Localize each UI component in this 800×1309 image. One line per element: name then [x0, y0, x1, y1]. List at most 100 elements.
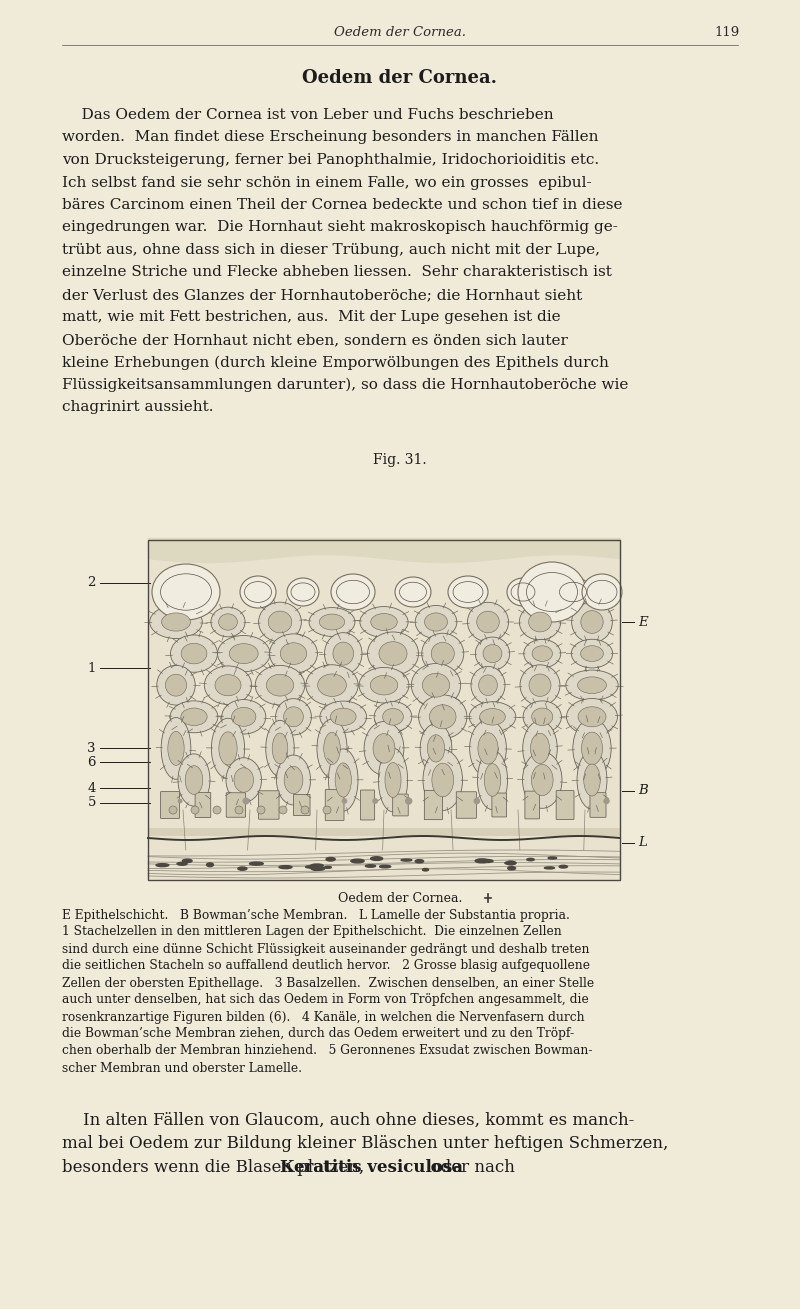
- Circle shape: [342, 798, 346, 804]
- Ellipse shape: [162, 613, 190, 631]
- Ellipse shape: [335, 763, 351, 797]
- Ellipse shape: [255, 665, 305, 706]
- Text: matt, wie mit Fett bestrichen, aus.  Mit der Lupe gesehen ist die: matt, wie mit Fett bestrichen, aus. Mit …: [62, 310, 561, 325]
- Ellipse shape: [523, 700, 562, 733]
- Circle shape: [178, 800, 182, 802]
- Circle shape: [604, 798, 609, 804]
- Ellipse shape: [508, 867, 515, 870]
- Ellipse shape: [161, 717, 191, 779]
- Ellipse shape: [222, 699, 266, 734]
- Ellipse shape: [531, 764, 553, 796]
- Text: Keratitis vesiculosa: Keratitis vesiculosa: [280, 1158, 462, 1175]
- Text: scher Membran und oberster Lamelle.: scher Membran und oberster Lamelle.: [62, 1062, 302, 1075]
- Ellipse shape: [279, 865, 292, 869]
- Ellipse shape: [571, 639, 613, 668]
- Ellipse shape: [572, 601, 612, 643]
- Ellipse shape: [469, 702, 516, 732]
- Ellipse shape: [559, 865, 567, 868]
- Ellipse shape: [181, 643, 207, 664]
- Ellipse shape: [266, 674, 294, 696]
- Ellipse shape: [359, 668, 409, 703]
- Text: E: E: [638, 615, 648, 628]
- Text: auch unter denselben, hat sich das Oedem in Form von Tröpfchen angesammelt, die: auch unter denselben, hat sich das Oedem…: [62, 994, 589, 1007]
- Ellipse shape: [275, 699, 311, 734]
- Bar: [148, 829, 620, 836]
- Ellipse shape: [364, 721, 404, 775]
- Ellipse shape: [324, 732, 340, 764]
- Ellipse shape: [325, 632, 362, 674]
- Ellipse shape: [185, 766, 203, 795]
- Ellipse shape: [422, 634, 464, 674]
- Ellipse shape: [306, 865, 319, 868]
- Ellipse shape: [284, 867, 290, 868]
- Ellipse shape: [566, 699, 618, 736]
- Ellipse shape: [420, 724, 452, 774]
- Ellipse shape: [422, 868, 429, 870]
- Ellipse shape: [477, 611, 499, 632]
- Ellipse shape: [584, 764, 600, 796]
- Ellipse shape: [573, 719, 611, 778]
- Ellipse shape: [370, 857, 382, 860]
- Ellipse shape: [370, 614, 398, 631]
- Ellipse shape: [170, 635, 218, 673]
- FancyBboxPatch shape: [161, 792, 179, 818]
- Ellipse shape: [423, 750, 462, 810]
- Text: Oberöche der Hornhaut nicht eben, sondern es önden sich lauter: Oberöche der Hornhaut nicht eben, sonder…: [62, 332, 568, 347]
- Ellipse shape: [326, 857, 335, 861]
- Text: Zellen der obersten Epithellage.   3 Basalzellen.  Zwischen denselben, an einer : Zellen der obersten Epithellage. 3 Basal…: [62, 977, 594, 990]
- Ellipse shape: [206, 863, 214, 867]
- Ellipse shape: [373, 733, 395, 763]
- Ellipse shape: [181, 708, 207, 725]
- Ellipse shape: [395, 577, 431, 607]
- Text: 6: 6: [87, 755, 96, 768]
- Ellipse shape: [330, 708, 356, 725]
- Text: eingedrungen war.  Die Hornhaut sieht makroskopisch hauchförmig ge-: eingedrungen war. Die Hornhaut sieht mak…: [62, 220, 618, 234]
- Text: Flüssigkeitsansammlungen darunter), so dass die Hornhautoberöche wie: Flüssigkeitsansammlungen darunter), so d…: [62, 378, 628, 393]
- Ellipse shape: [226, 758, 262, 802]
- Text: oder nach: oder nach: [420, 1158, 514, 1175]
- Ellipse shape: [272, 733, 288, 764]
- Text: von Drucksteigerung, ferner bei Panophthalmie, Iridochorioiditis etc.: von Drucksteigerung, ferner bei Panophth…: [62, 153, 599, 168]
- Circle shape: [169, 806, 177, 814]
- FancyBboxPatch shape: [360, 791, 374, 819]
- Ellipse shape: [325, 867, 331, 868]
- Ellipse shape: [480, 860, 493, 863]
- Ellipse shape: [415, 606, 457, 639]
- Ellipse shape: [306, 665, 358, 706]
- Ellipse shape: [411, 664, 461, 707]
- Ellipse shape: [318, 674, 346, 696]
- Ellipse shape: [524, 639, 561, 668]
- Ellipse shape: [178, 754, 210, 806]
- Text: Ich selbst fand sie sehr schön in einem Falle, wo ein grosses  epibul-: Ich selbst fand sie sehr schön in einem …: [62, 175, 592, 190]
- Ellipse shape: [360, 606, 408, 637]
- Text: 119: 119: [714, 25, 740, 38]
- Text: worden.  Man findet diese Erscheinung besonders in manchen Fällen: worden. Man findet diese Erscheinung bes…: [62, 131, 598, 144]
- Ellipse shape: [266, 720, 294, 776]
- Ellipse shape: [277, 755, 310, 805]
- Text: einzelne Striche und Flecke abheben liessen.  Sehr charakteristisch ist: einzelne Striche und Flecke abheben lies…: [62, 266, 612, 280]
- Ellipse shape: [204, 666, 252, 704]
- Circle shape: [373, 798, 378, 804]
- Ellipse shape: [385, 762, 401, 797]
- Text: die Bowman’sche Membran ziehen, durch das Oedem erweitert und zu den Tröpf-: die Bowman’sche Membran ziehen, durch da…: [62, 1028, 574, 1041]
- FancyBboxPatch shape: [393, 795, 408, 816]
- Ellipse shape: [506, 861, 515, 865]
- Ellipse shape: [522, 751, 562, 809]
- Text: 3: 3: [87, 741, 96, 754]
- Ellipse shape: [582, 575, 622, 610]
- Ellipse shape: [182, 859, 192, 863]
- Ellipse shape: [152, 564, 220, 620]
- FancyBboxPatch shape: [226, 793, 246, 817]
- Ellipse shape: [478, 675, 498, 695]
- Ellipse shape: [425, 613, 447, 631]
- Circle shape: [406, 798, 412, 804]
- Ellipse shape: [467, 602, 509, 641]
- FancyBboxPatch shape: [326, 789, 344, 821]
- Ellipse shape: [156, 864, 169, 867]
- FancyBboxPatch shape: [195, 792, 210, 818]
- Ellipse shape: [427, 734, 445, 762]
- Ellipse shape: [478, 750, 507, 810]
- Ellipse shape: [310, 864, 323, 867]
- Ellipse shape: [378, 749, 408, 812]
- Text: Fig. 31.: Fig. 31.: [373, 453, 427, 467]
